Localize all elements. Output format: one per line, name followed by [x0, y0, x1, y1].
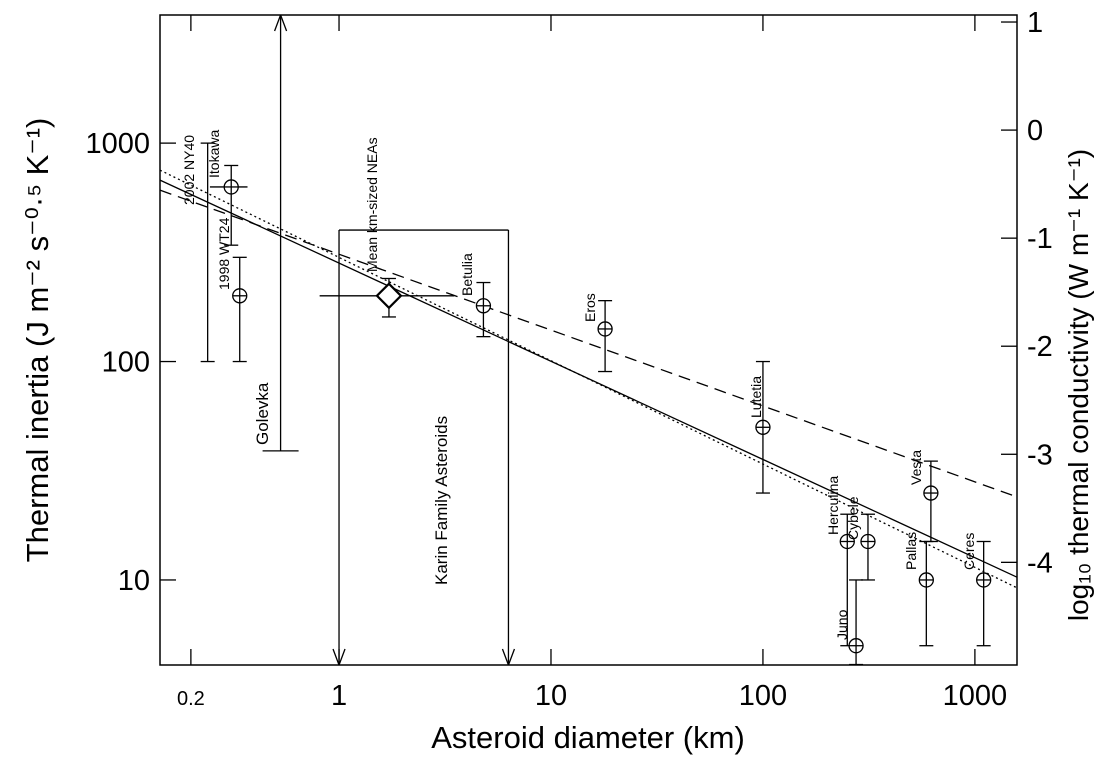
point-label: Juno: [834, 609, 850, 640]
y2-tick-label: 0: [1027, 115, 1043, 147]
point-label: 2002 NY40: [181, 135, 197, 205]
y2-tick-label: -1: [1027, 223, 1053, 255]
y-axis-label: Thermal inertia (J m⁻² s⁻⁰·⁵ K⁻¹): [20, 118, 55, 563]
arrow-head: [507, 648, 516, 666]
y-tick-label: 100: [102, 347, 150, 379]
karin-label: Karin Family Asteroids: [432, 416, 451, 585]
point-label: Vesta: [908, 450, 924, 485]
arrow-head: [501, 648, 510, 666]
x-tick-label: 1: [331, 680, 347, 712]
point-label: Itokawa: [206, 130, 222, 178]
x-axis-label: Asteroid diameter (km): [431, 720, 745, 755]
point-label: Eros: [582, 293, 598, 322]
arrow-head: [338, 648, 346, 666]
point-label: Herculina: [825, 476, 841, 535]
y-tick-label: 1000: [85, 128, 150, 160]
x-tick-label: 0.2: [177, 688, 205, 710]
y-tick-label: 10: [118, 565, 150, 597]
point-label: Golevka: [253, 382, 272, 445]
x-tick-label: 100: [739, 680, 787, 712]
point-label: Ceres: [961, 533, 977, 570]
point-label: Mean km-sized NEAs: [364, 137, 380, 272]
point-label: Betulia: [459, 253, 475, 296]
y2-tick-label: -3: [1027, 439, 1053, 471]
y2-tick-label: -4: [1027, 547, 1053, 579]
arrow-head: [273, 14, 282, 32]
x-tick-label: 10: [535, 680, 567, 712]
point-label: Cybele: [845, 496, 861, 540]
y2-tick-label: -2: [1027, 331, 1053, 363]
arrow-head: [332, 648, 340, 666]
point-label: 1998 WT24: [216, 217, 232, 290]
point: [375, 282, 403, 310]
point-label: Pallas: [903, 532, 919, 570]
point-label: Lutetia: [748, 376, 764, 418]
fit-line: [159, 169, 1018, 589]
y2-axis-label: log₁₀ thermal conductivity (W m⁻¹ K⁻¹): [1063, 149, 1094, 621]
arrow-head: [279, 14, 288, 32]
plot-frame: [159, 14, 1018, 666]
y2-tick-label: 1: [1027, 7, 1043, 39]
x-tick-label: 1000: [943, 680, 1008, 712]
